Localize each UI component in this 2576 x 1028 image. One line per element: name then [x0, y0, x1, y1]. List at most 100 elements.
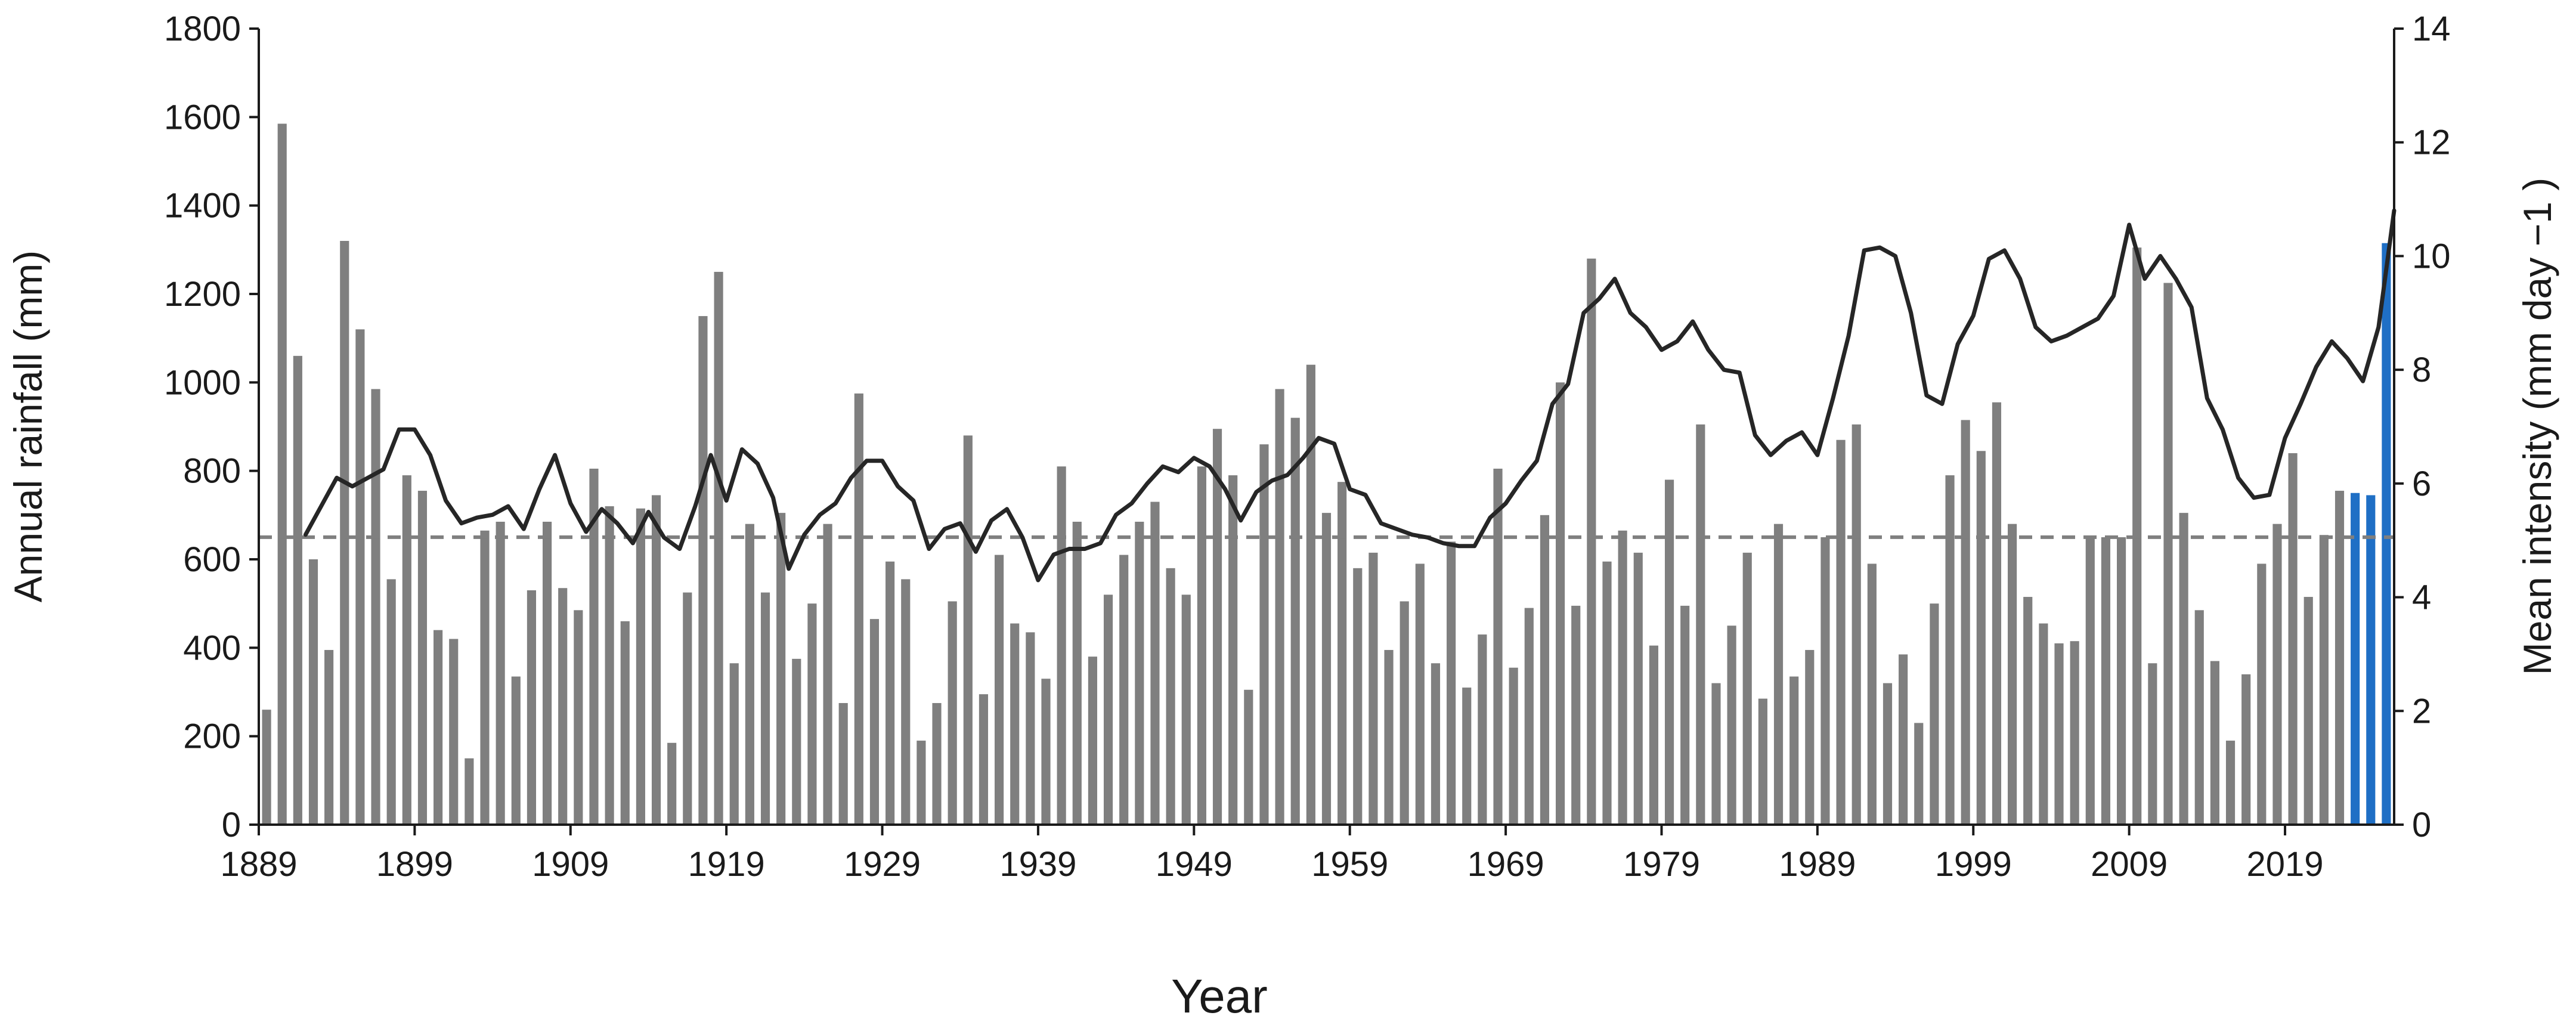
bar [1119, 555, 1129, 825]
bar [1493, 468, 1503, 825]
x-tick-label: 1989 [1779, 845, 1856, 884]
y-right-tick-label: 0 [2412, 806, 2431, 844]
bar-highlight [2366, 495, 2376, 825]
bar [293, 355, 302, 825]
bar [1010, 623, 1020, 825]
bar [371, 389, 380, 825]
bar [854, 393, 863, 825]
bar [2225, 741, 2236, 825]
bar [1758, 698, 1767, 825]
bar [1400, 601, 1409, 825]
bar [995, 555, 1004, 825]
bar [1150, 501, 1160, 825]
bar [1057, 466, 1066, 825]
bar [402, 475, 411, 825]
bar [1478, 634, 1487, 825]
bar [698, 316, 708, 825]
x-tick-label: 1979 [1623, 845, 1700, 884]
bar [1197, 466, 1206, 825]
bar [2319, 535, 2329, 825]
bar [2163, 283, 2173, 825]
bar [917, 741, 926, 825]
bar [1696, 424, 1705, 825]
bar [355, 329, 365, 825]
bar [1976, 451, 1986, 825]
y-right-tick-label: 10 [2412, 237, 2451, 275]
bar [574, 610, 583, 825]
bar [776, 513, 786, 825]
bar [2179, 513, 2188, 825]
y-left-tick-label: 200 [183, 717, 241, 756]
x-tick-label: 1959 [1311, 845, 1388, 884]
bar [1852, 424, 1861, 825]
bar [1618, 530, 1627, 825]
bar [1805, 650, 1815, 825]
bar [324, 650, 334, 825]
bar [1836, 439, 1846, 825]
bar [760, 592, 770, 825]
bar [869, 619, 880, 825]
line-layer [303, 208, 2397, 583]
bar [1571, 605, 1581, 825]
bar [1727, 626, 1736, 825]
bar [1540, 515, 1550, 825]
y-left-tick-label: 0 [222, 806, 241, 844]
ticks-layer: 0 200 400 600 800 1000 1200 1400 1600 1800 0 2 4 6 8 10… [164, 10, 2451, 884]
bar [2288, 453, 2298, 825]
bar [838, 703, 848, 825]
bar [1415, 563, 1425, 825]
bar [527, 590, 537, 825]
bar [932, 703, 942, 825]
bar [1711, 683, 1721, 825]
bar [1166, 568, 1175, 825]
intensity-line [303, 208, 2397, 583]
x-tick-label: 1969 [1467, 845, 1544, 884]
bar [2303, 597, 2313, 825]
bar [277, 123, 287, 825]
y-axis-right-title: Mean intensity (mm day −1 ) [2515, 178, 2559, 675]
bar [620, 621, 630, 825]
bar [2085, 537, 2095, 825]
bar [1072, 521, 1082, 825]
x-tick-label: 1909 [532, 845, 609, 884]
x-tick-label: 1949 [1156, 845, 1233, 884]
y-right-tick-label: 12 [2412, 123, 2451, 162]
bar-highlight [2351, 493, 2360, 825]
bar [1587, 258, 1596, 825]
bar [2039, 623, 2048, 825]
bar [1961, 420, 1970, 825]
axes-layer [258, 29, 2395, 826]
bar [2116, 537, 2126, 825]
bar [1337, 482, 1347, 825]
bar [386, 579, 396, 825]
x-tick-label: 1919 [688, 845, 765, 884]
bar [1945, 475, 1955, 825]
bar [683, 592, 692, 825]
x-tick-label: 2009 [2091, 845, 2168, 884]
bar [1353, 568, 1363, 825]
bar [667, 742, 677, 825]
bar [480, 530, 490, 825]
bar [1556, 382, 1565, 825]
bar [1462, 688, 1472, 825]
bar [1602, 561, 1612, 825]
bar [1368, 552, 1378, 825]
bar [1041, 679, 1051, 825]
bar [2194, 610, 2204, 825]
bar [542, 521, 552, 825]
bar [1259, 444, 1269, 825]
bar [511, 676, 521, 825]
bar [2023, 597, 2033, 825]
bar [2334, 491, 2345, 825]
bar [792, 658, 801, 825]
y-left-tick-label: 600 [183, 540, 241, 579]
y-right-tick-label: 8 [2412, 351, 2431, 389]
bar [729, 663, 739, 825]
bar [2008, 524, 2017, 825]
bar [2210, 661, 2219, 825]
bar [745, 524, 754, 825]
bar [605, 506, 614, 825]
bar [1899, 654, 1908, 825]
bar [948, 601, 957, 825]
